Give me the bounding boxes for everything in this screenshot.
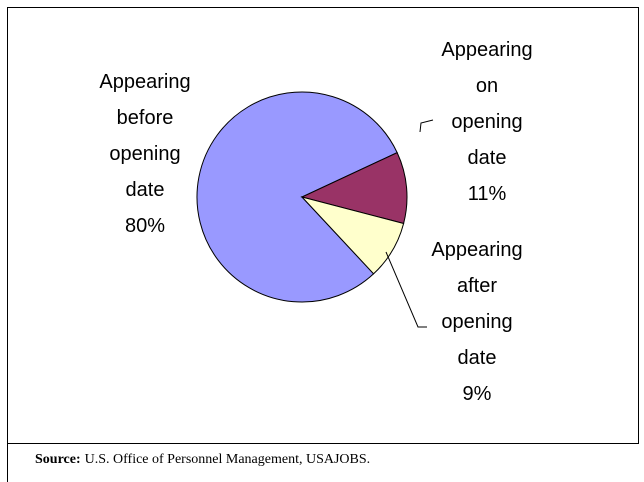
slice-label: Appearing before opening date 80% [80, 64, 210, 244]
slice-category: Appearing before opening date [99, 71, 191, 201]
slice-category: Appearing on opening date [441, 39, 533, 169]
chart-frame [7, 7, 639, 444]
slice-label: Appearing after opening date 9% [412, 232, 542, 412]
leader-line [419, 119, 434, 133]
pie [196, 91, 408, 303]
slice-label: Appearing on opening date 11% [422, 32, 552, 212]
source-label: Source: [35, 452, 81, 467]
source-text: U.S. Office of Personnel Management, USA… [84, 452, 371, 467]
leader-line [385, 251, 427, 328]
pie-slice [300, 196, 405, 275]
source-note: Source: U.S. Office of Personnel Manageme… [35, 452, 370, 468]
pie-slice [300, 151, 408, 225]
slice-value-label: 11% [467, 183, 507, 205]
slice-value-label: 80% [124, 215, 166, 237]
slice-category: Appearing after opening date [431, 239, 523, 369]
pie-slice [196, 91, 398, 303]
slice-value-label: 9% [462, 383, 492, 405]
